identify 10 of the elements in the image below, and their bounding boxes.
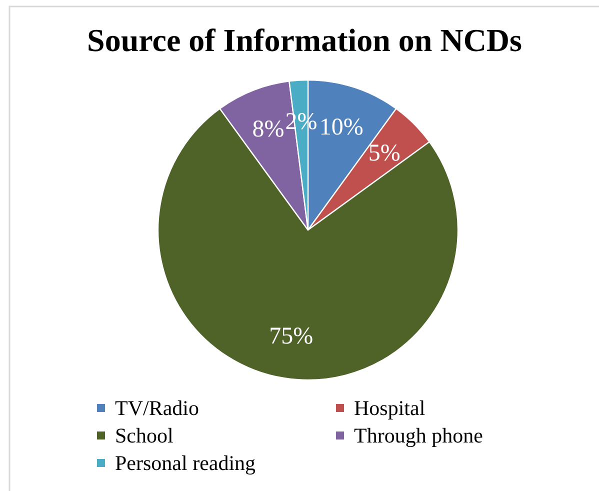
data-label: 75%: [269, 324, 314, 350]
data-label: 5%: [368, 140, 400, 167]
legend-label: Personal reading: [115, 451, 256, 475]
data-label: 8%: [252, 116, 284, 143]
legend-label: School: [115, 424, 174, 448]
legend-label: TV/Radio: [115, 396, 199, 420]
legend-label: Hospital: [354, 396, 426, 420]
legend-label: Through phone: [354, 424, 483, 448]
data-label: 10%: [319, 114, 364, 140]
chart-title: Source of Information on NCDs: [87, 22, 522, 58]
